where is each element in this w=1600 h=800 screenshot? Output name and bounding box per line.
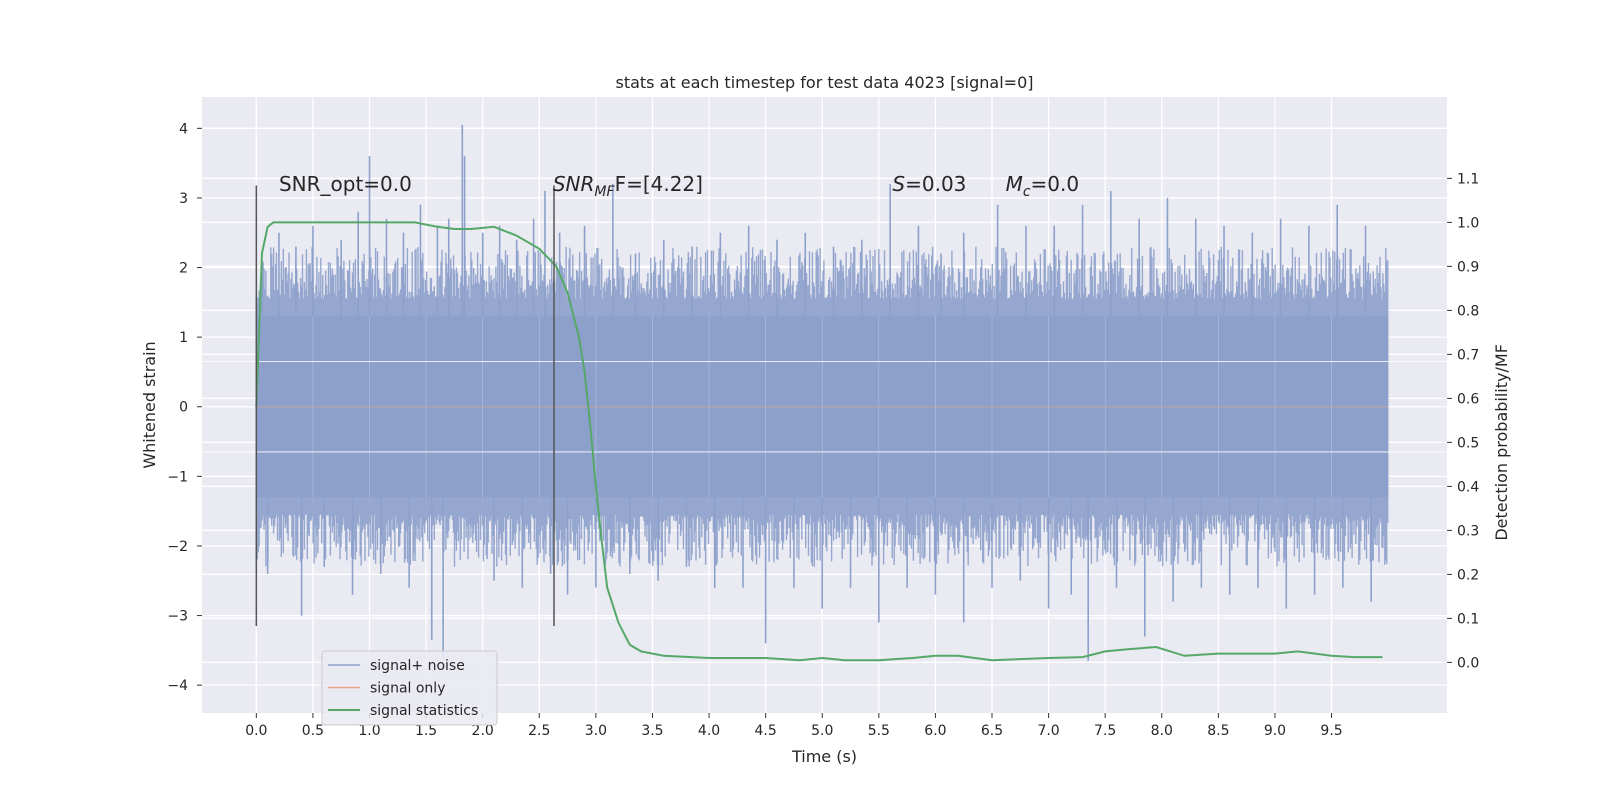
x-tick-label: 1.0 <box>358 723 380 739</box>
x-tick-label: 4.5 <box>755 723 777 739</box>
y-tick-label: 0 <box>179 400 188 416</box>
x-axis-label: Time (s) <box>791 747 857 766</box>
x-tick-label: 9.5 <box>1320 723 1342 739</box>
y2-tick-label: 0.0 <box>1457 655 1479 671</box>
x-tick-label: 9.0 <box>1264 723 1286 739</box>
annotations: SNR_opt=0.0 SNRMFF=[4.22] S=0.03 Mc=0.0 <box>279 172 1079 200</box>
y2-tick-label: 1.0 <box>1457 215 1479 231</box>
x-tick-label: 6.0 <box>924 723 946 739</box>
y-tick-label: −1 <box>167 469 188 485</box>
y2-tick-label: 0.1 <box>1457 611 1479 627</box>
y2-tick-label: 0.7 <box>1457 347 1479 363</box>
x-tick-label: 6.5 <box>981 723 1003 739</box>
y-tick-label: −2 <box>167 539 188 555</box>
annotation-3: Mc=0.0 <box>1006 172 1080 200</box>
y2-tick-label: 0.3 <box>1457 523 1479 539</box>
x-tick-label: 1.5 <box>415 723 437 739</box>
signal-statistics-line <box>255 221 1383 662</box>
y2-tick-label: 0.5 <box>1457 435 1479 451</box>
y-tick-label: 4 <box>179 121 188 137</box>
y2-tick-label: 0.4 <box>1457 479 1479 495</box>
vertical-markers <box>255 185 555 626</box>
y2-tick-label: 0.8 <box>1457 303 1479 319</box>
y-tick-label: 1 <box>179 330 188 346</box>
x-tick-label: 2.5 <box>528 723 550 739</box>
legend-box <box>321 650 498 726</box>
x-tick-label: 3.0 <box>585 723 607 739</box>
legend-label: signal+ noise <box>370 658 465 674</box>
y2-tick-label: 0.9 <box>1457 259 1479 275</box>
chart-title: stats at each timestep for test data 402… <box>615 73 1033 92</box>
signal-noise-series <box>202 124 1447 661</box>
y-tick-label: 3 <box>179 191 188 207</box>
legend: signal+ noise signal only signal statistic… <box>321 650 498 726</box>
legend-label: signal only <box>370 681 445 697</box>
annotation-1: SNRMFF=[4.22] <box>553 172 703 200</box>
x-tick-label: 3.5 <box>641 723 663 739</box>
x-tick-label: 8.5 <box>1207 723 1229 739</box>
annotation-0: SNR_opt=0.0 <box>279 172 412 196</box>
y2-axis-label: Detection probability/MF <box>1492 344 1511 541</box>
x-tick-label: 0.5 <box>302 723 324 739</box>
y2-tick-label: 1.1 <box>1457 171 1479 187</box>
signal-statistics-series <box>255 221 1383 662</box>
x-tick-label: 7.5 <box>1094 723 1116 739</box>
y-axis-label: Whitened strain <box>140 341 159 468</box>
x-tick-label: 7.0 <box>1037 723 1059 739</box>
x-tick-label: 5.0 <box>811 723 833 739</box>
x-tick-label: 2.0 <box>472 723 494 739</box>
y-tick-label: −3 <box>167 609 188 625</box>
y2-tick-label: 0.6 <box>1457 391 1479 407</box>
y-tick-label: −4 <box>167 678 188 694</box>
x-tick-label: 8.0 <box>1151 723 1173 739</box>
x-tick-label: 4.0 <box>698 723 720 739</box>
x-tick-label: 0.0 <box>245 723 267 739</box>
annotation-2: S=0.03 <box>892 172 966 196</box>
y2-tick-label: 0.2 <box>1457 567 1479 583</box>
legend-label: signal statistics <box>370 703 478 719</box>
x-tick-label: 5.5 <box>868 723 890 739</box>
y-tick-label: 2 <box>179 261 188 277</box>
